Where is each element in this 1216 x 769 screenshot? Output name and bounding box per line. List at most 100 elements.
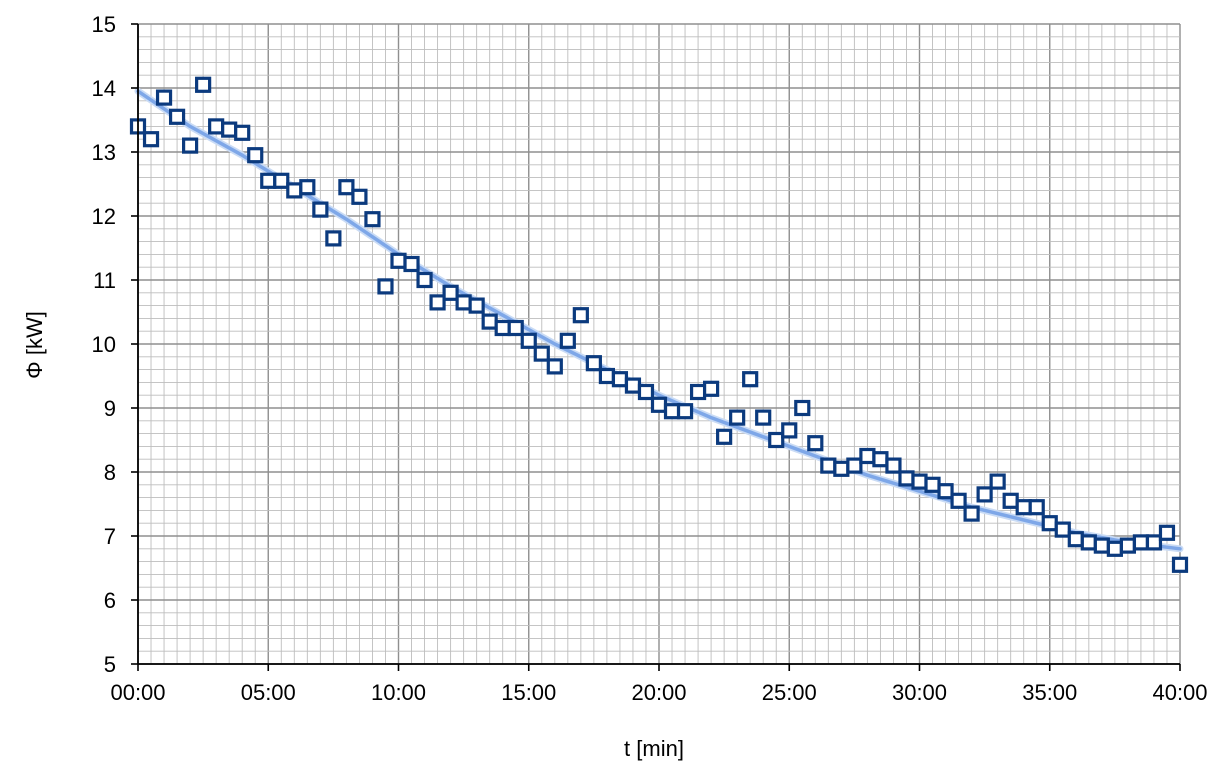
data-point	[781, 422, 798, 439]
data-point	[1093, 537, 1110, 554]
grid	[137, 23, 1181, 665]
y-tick-label: 8	[104, 460, 116, 485]
x-tick-labels: 00:00 05:00 10:00 15:00 20:00 25:00 30:00 35:00…	[110, 680, 1207, 705]
data-point	[1028, 499, 1045, 516]
x-tick-label: 35:00	[1022, 680, 1077, 705]
y-tick-label: 15	[92, 12, 116, 37]
data-point	[416, 271, 433, 289]
data-point	[494, 319, 511, 337]
data-point	[338, 179, 355, 196]
data-point	[598, 367, 616, 385]
data-point	[1041, 515, 1058, 532]
data-point	[663, 403, 681, 420]
data-point	[208, 118, 225, 135]
data-point	[1080, 534, 1097, 551]
data-point	[872, 451, 889, 468]
data-point	[924, 476, 941, 493]
data-point	[533, 345, 550, 362]
data-point	[390, 252, 407, 269]
data-point	[976, 486, 993, 503]
data-point	[468, 297, 485, 314]
data-point	[546, 358, 563, 375]
data-point	[247, 147, 264, 164]
data-point	[442, 284, 459, 301]
data-point	[1002, 492, 1019, 509]
y-tick-label: 7	[104, 524, 116, 549]
data-point	[520, 332, 537, 349]
x-tick-label: 40:00	[1152, 680, 1207, 705]
data-point	[911, 473, 928, 490]
data-point	[1132, 534, 1150, 551]
data-point	[195, 76, 212, 93]
data-point	[1158, 524, 1176, 541]
data-point	[1106, 540, 1123, 557]
data-point	[559, 332, 576, 349]
data-point	[1067, 531, 1084, 548]
data-point	[846, 457, 863, 474]
y-tick-label: 9	[104, 396, 116, 421]
data-point	[624, 377, 642, 394]
data-point	[168, 108, 186, 125]
x-tick-label: 15:00	[501, 680, 556, 705]
data-point	[273, 172, 290, 189]
data-point	[299, 179, 316, 196]
data-point	[637, 383, 655, 401]
data-point	[260, 172, 277, 189]
data-point	[963, 505, 980, 522]
x-tick-label: 25:00	[762, 680, 817, 705]
data-point	[221, 121, 238, 138]
data-point	[1015, 499, 1032, 516]
data-point	[155, 89, 173, 106]
y-tick-label: 6	[104, 588, 116, 613]
data-point	[689, 383, 707, 401]
y-tick-label: 13	[92, 140, 116, 165]
x-tick-label: 00:00	[110, 680, 165, 705]
data-point	[989, 473, 1006, 490]
data-point	[794, 399, 811, 417]
data-points	[129, 76, 1189, 573]
data-point	[742, 371, 759, 388]
data-point	[351, 188, 368, 205]
data-point	[481, 313, 498, 330]
data-point	[142, 131, 160, 148]
data-point	[1054, 521, 1071, 538]
data-point	[885, 457, 902, 474]
data-point	[1145, 534, 1163, 551]
data-point	[950, 492, 967, 509]
data-point	[1119, 537, 1137, 554]
data-point	[768, 431, 785, 449]
data-point	[182, 137, 199, 154]
x-tick-label: 10:00	[371, 680, 426, 705]
data-point	[807, 435, 824, 452]
data-point	[859, 447, 876, 465]
x-tick-label: 20:00	[631, 680, 686, 705]
data-point	[325, 230, 342, 247]
x-tick-label: 30:00	[892, 680, 947, 705]
data-point	[755, 409, 772, 426]
y-tick-label: 5	[104, 652, 116, 677]
x-tick-label: 05:00	[241, 680, 296, 705]
y-tick-label: 14	[92, 76, 116, 101]
data-point	[898, 470, 915, 487]
y-axis-title: Φ [kW]	[22, 311, 47, 379]
data-point	[676, 403, 694, 420]
data-point	[455, 294, 472, 311]
data-point	[833, 460, 850, 477]
data-point	[377, 278, 394, 295]
trendline	[134, 87, 1184, 553]
data-point	[585, 355, 602, 372]
x-axis-title: t [min]	[624, 736, 684, 761]
data-point	[286, 182, 303, 199]
data-point	[403, 255, 420, 273]
trendline-path	[136, 89, 1182, 551]
data-point	[364, 211, 381, 228]
data-point	[1171, 556, 1189, 573]
data-point	[572, 307, 589, 324]
data-point	[937, 483, 954, 500]
axes	[131, 23, 1181, 671]
data-point	[820, 457, 837, 474]
data-point	[729, 409, 746, 426]
data-point	[702, 380, 720, 397]
